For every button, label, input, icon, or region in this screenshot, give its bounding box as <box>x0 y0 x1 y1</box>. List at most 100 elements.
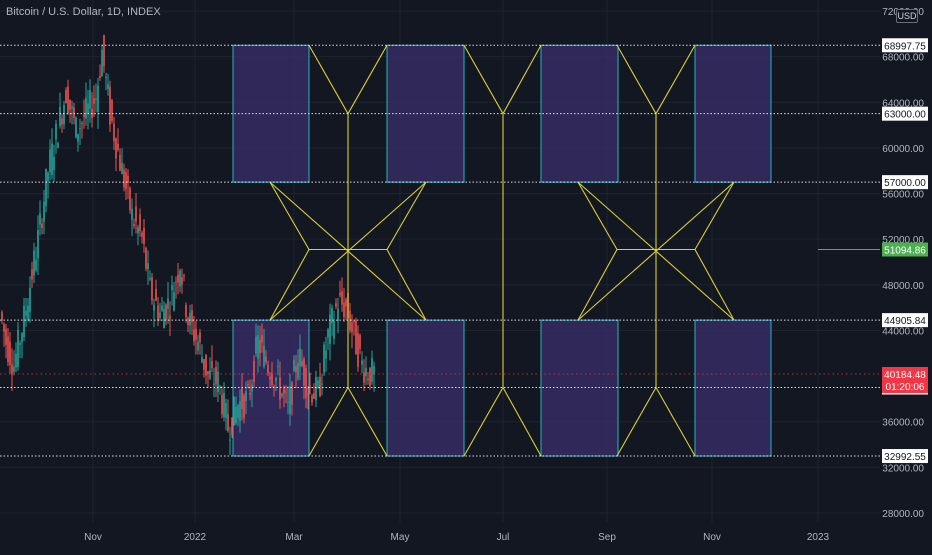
candle-body <box>273 386 275 388</box>
candle-body <box>93 98 95 104</box>
candle-body <box>163 309 165 329</box>
candle-body <box>231 417 233 436</box>
candle-body <box>329 314 331 344</box>
candle-body <box>71 106 73 109</box>
price-levels <box>0 44 880 457</box>
candle-body <box>205 354 207 376</box>
candle-body <box>371 358 373 382</box>
candle-body <box>249 392 251 395</box>
level-label-bg <box>882 106 928 121</box>
candle-body <box>15 353 17 368</box>
candle-body <box>335 303 337 307</box>
candle-body <box>1 312 3 320</box>
candle-body <box>313 393 315 399</box>
candle-body <box>135 206 137 222</box>
candle-body <box>35 259 37 271</box>
candle-body <box>43 201 45 222</box>
candle-body <box>55 123 57 140</box>
candle-body <box>225 402 227 419</box>
candle-body <box>245 391 247 402</box>
candle-body <box>271 373 273 386</box>
candle-body <box>353 321 355 323</box>
candle-body <box>279 377 281 400</box>
candle-body <box>39 213 41 225</box>
candle-body <box>227 413 229 431</box>
candle-body <box>143 228 145 244</box>
candle-body <box>373 366 375 375</box>
candle-body <box>85 97 87 119</box>
candle-body <box>175 281 177 283</box>
y-tick-label: 36000.00 <box>882 418 924 429</box>
candle-body <box>255 336 257 354</box>
candle-body <box>215 366 217 384</box>
pattern-edge <box>577 181 618 250</box>
candle-body <box>109 86 111 125</box>
candle-body <box>363 372 365 383</box>
candle-body <box>261 334 263 343</box>
candle-body <box>119 154 121 171</box>
level-label: 57000.00 <box>884 178 926 189</box>
candle-body <box>165 304 167 321</box>
box-lower <box>540 319 619 457</box>
current-price-label: 40184.48 <box>884 370 926 381</box>
candle-body <box>223 392 225 418</box>
candle-body <box>73 107 75 119</box>
x-tick-label: Jul <box>497 532 510 543</box>
pattern-edge <box>577 249 618 321</box>
candle-body <box>299 348 301 367</box>
candle-body <box>83 114 85 118</box>
candle-body <box>101 49 103 77</box>
candle-body <box>19 343 21 345</box>
candle-body <box>209 370 211 379</box>
candle-body <box>151 277 153 301</box>
level-label: 32992.55 <box>884 452 926 463</box>
candle-body <box>267 364 269 374</box>
y-axis: 72000.0068000.0064000.0060000.0056000.00… <box>882 7 928 520</box>
candle-body <box>339 292 341 296</box>
pattern-edge <box>694 249 735 321</box>
candle-body <box>107 84 109 89</box>
x-tick-label: Nov <box>84 532 102 543</box>
pattern-edge <box>616 44 657 114</box>
candle-body <box>27 305 29 321</box>
candle-body <box>355 319 357 355</box>
candle-body <box>33 250 35 276</box>
candle-body <box>5 328 7 345</box>
candle-body <box>367 378 369 381</box>
level-label: 68997.75 <box>884 41 926 52</box>
candle-body <box>345 299 347 307</box>
pattern-edge <box>308 387 349 457</box>
candle-body <box>3 323 5 332</box>
candle-body <box>369 367 371 387</box>
candle-body <box>7 336 9 363</box>
y-tick-label: 68000.00 <box>882 53 924 64</box>
box-lower <box>694 319 772 457</box>
candle-body <box>65 90 67 104</box>
candle-body <box>57 143 59 148</box>
pattern-edge <box>616 387 657 457</box>
level-label: 44905.84 <box>884 316 926 327</box>
pattern-edge <box>308 44 349 114</box>
candle-body <box>181 277 183 285</box>
pattern-edge <box>269 249 310 321</box>
candle-body <box>191 310 193 323</box>
candle-body <box>31 269 33 280</box>
candle-body <box>211 361 213 369</box>
candle-body <box>269 376 271 380</box>
candle-body <box>263 345 265 367</box>
pattern-edge <box>386 181 427 250</box>
x-tick-label: Mar <box>285 532 303 543</box>
candle-body <box>179 270 181 287</box>
candle-body <box>241 388 243 410</box>
candle-body <box>303 358 305 386</box>
candle-body <box>259 339 261 354</box>
y-tick-label: 44000.00 <box>882 326 924 337</box>
candle-body <box>127 175 129 183</box>
pattern-edge <box>655 44 696 114</box>
pattern-edge <box>463 44 504 114</box>
boxes <box>232 44 772 457</box>
candle-body <box>29 287 31 312</box>
currency-button[interactable]: USD <box>896 9 918 23</box>
